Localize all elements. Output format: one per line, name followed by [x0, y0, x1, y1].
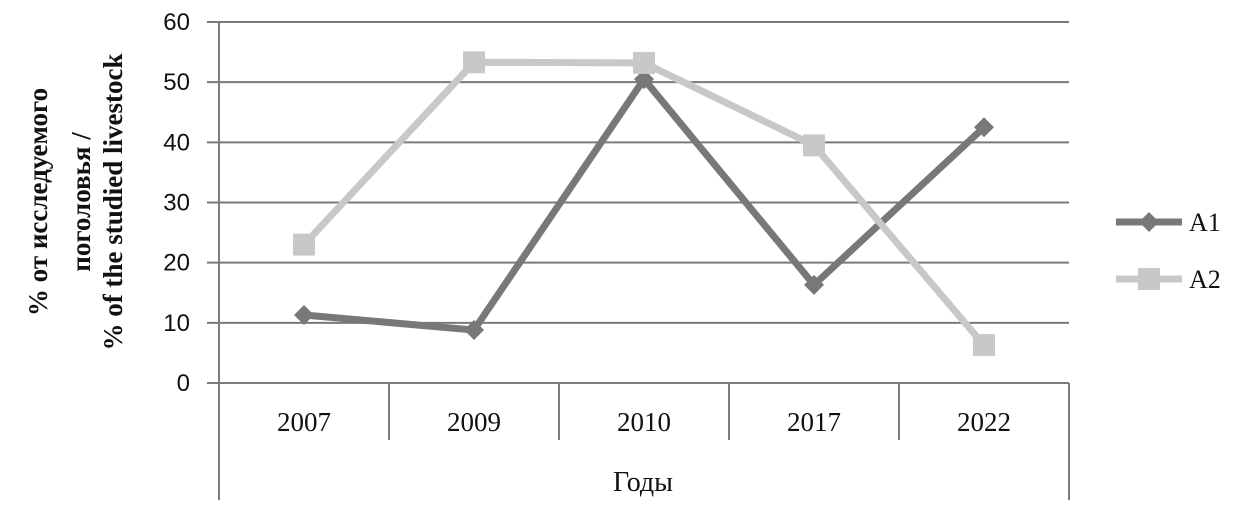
data-point-A1-2007: [294, 305, 314, 326]
y-axis-title-line-2: поголовья /: [66, 132, 96, 272]
legend-marker: [1139, 212, 1159, 232]
series-line-A1: [303, 75, 987, 334]
y-tick-label: 60: [163, 9, 190, 36]
y-tick-labels: 0 10 20 30 40 50 60: [163, 9, 190, 397]
legend-item-A1: A1: [1116, 208, 1221, 237]
y-axis-title-line-1: % от исследуемого: [23, 88, 53, 316]
series-A2: [293, 51, 995, 357]
data-point-A2-2017: [803, 134, 825, 157]
legend-label: A1: [1189, 208, 1221, 237]
y-tick-label: 10: [163, 310, 190, 337]
x-tick-label-2010: 2010: [617, 407, 671, 437]
data-point-A2-2009: [463, 51, 485, 74]
data-series: [293, 51, 995, 357]
data-point-A2-2022: [973, 334, 995, 357]
x-tick-label-2007: 2007: [277, 407, 331, 437]
data-point-A1-2022: [974, 117, 994, 138]
x-axis-frame: [218, 22, 1070, 500]
y-axis-title-line-3: % of the studied livestock: [98, 54, 128, 351]
legend-marker: [1138, 268, 1160, 290]
x-tick-label-2009: 2009: [447, 407, 501, 437]
data-point-A1-2017: [804, 274, 824, 295]
y-tick-label: 40: [163, 129, 190, 156]
legend-item-A2: A2: [1116, 265, 1221, 294]
series-A1: [294, 69, 994, 341]
data-point-A1-2009: [464, 320, 484, 341]
x-tick-labels: 2007 2009 2010 2017 2022: [277, 407, 1011, 437]
y-tick-label: 20: [163, 250, 190, 277]
x-tick-label-2017: 2017: [787, 407, 841, 437]
legend-label: A2: [1189, 265, 1221, 294]
x-axis-title: Годы: [613, 467, 673, 498]
y-tick-label: 50: [163, 69, 190, 96]
data-point-A1-2010: [634, 69, 654, 90]
legend: A1 A2: [1116, 208, 1221, 294]
series-line-A2: [301, 58, 987, 348]
data-point-A2-2010: [633, 51, 655, 74]
y-axis-title: % от исследуемого поголовья / % of the s…: [23, 54, 128, 351]
x-tick-label-2022: 2022: [957, 407, 1011, 437]
y-tick-label: 0: [177, 370, 190, 397]
y-tick-label: 30: [163, 190, 190, 217]
data-point-A2-2007: [293, 233, 315, 256]
